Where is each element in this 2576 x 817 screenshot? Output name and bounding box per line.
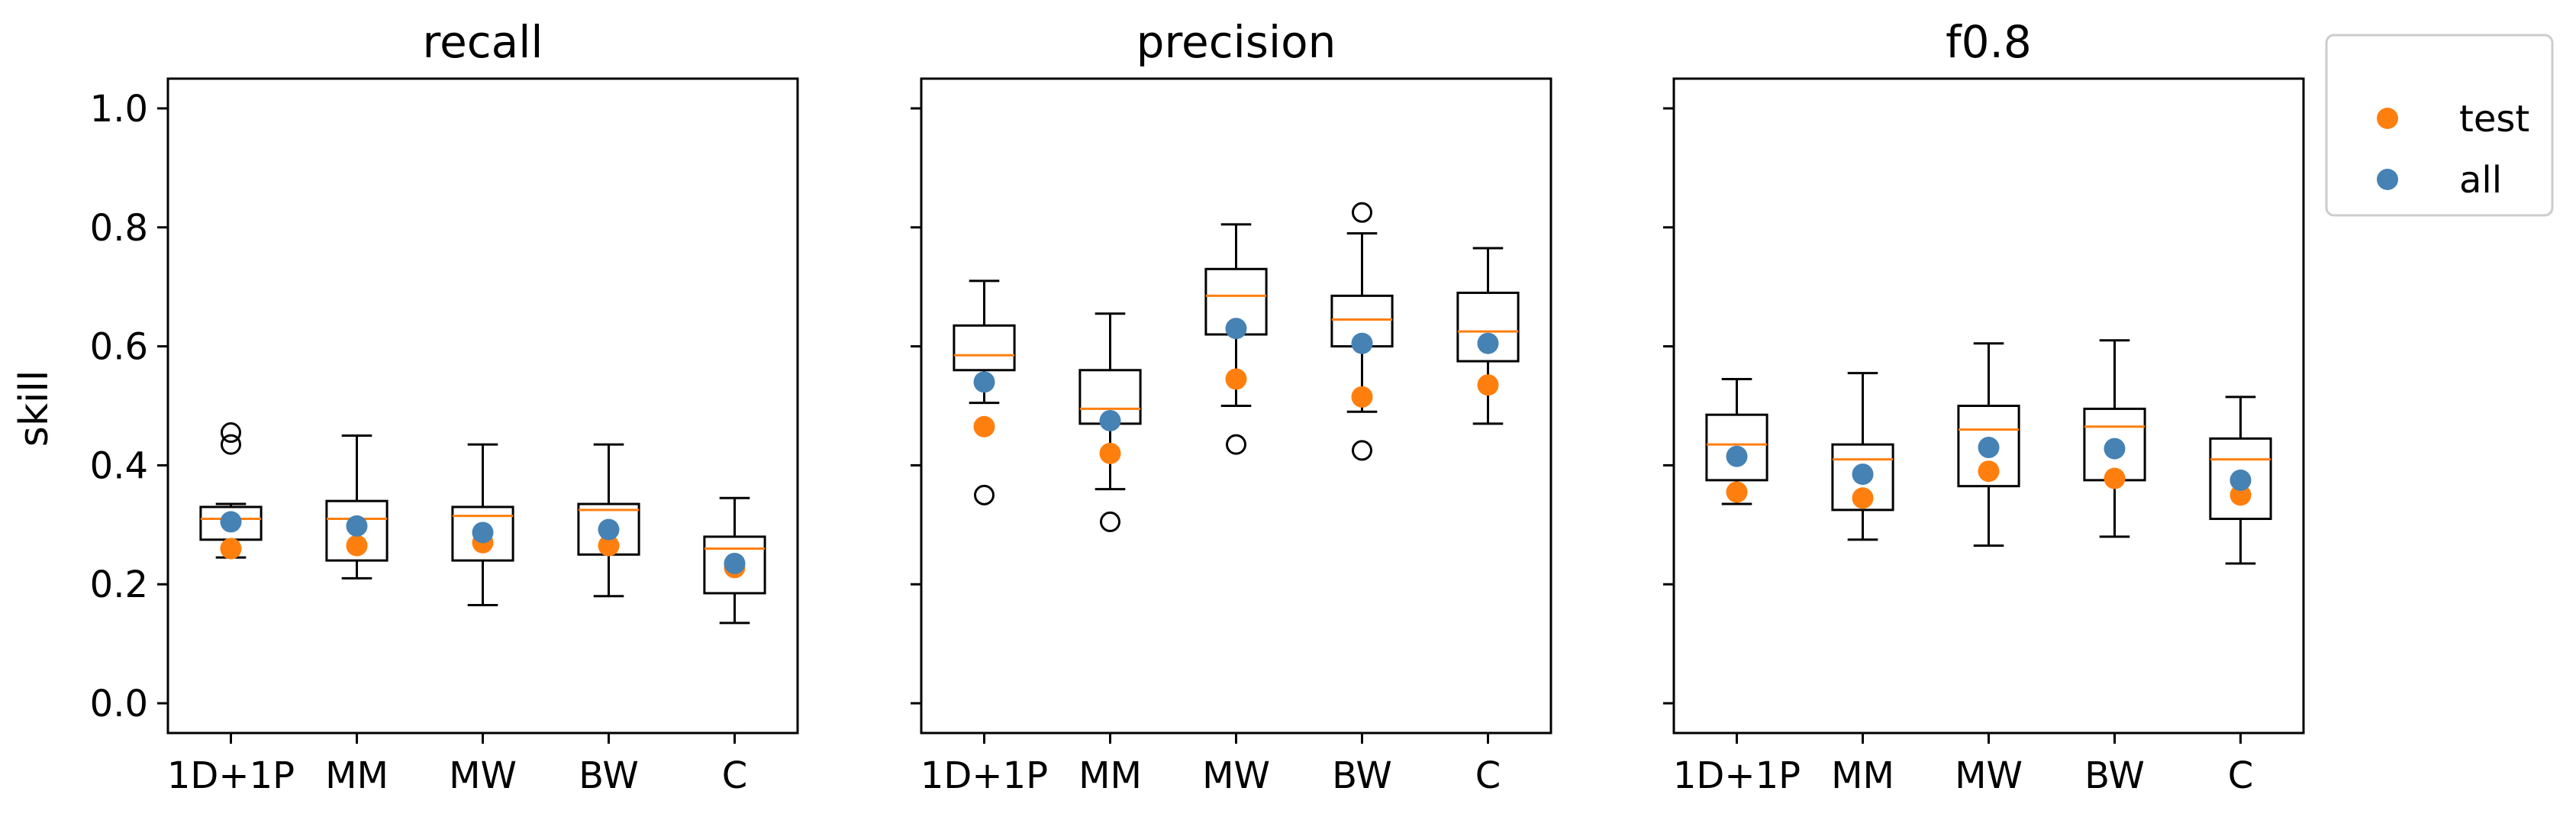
point-all: [1852, 463, 1874, 486]
legend-label-all: all: [2459, 159, 2502, 202]
box-body: [703, 535, 766, 595]
x-tick-label: BW: [1332, 754, 1392, 797]
y-tick-label: 0.8: [90, 207, 148, 250]
box-1D+1P: [199, 422, 263, 559]
point-all: [598, 518, 620, 541]
point-test: [2229, 484, 2252, 506]
point-all: [472, 522, 494, 544]
point-all: [1726, 445, 1748, 467]
point-all: [1099, 409, 1121, 431]
panel-title: precision: [1136, 16, 1336, 68]
flier-point: [1100, 511, 1120, 532]
point-test: [346, 534, 368, 557]
point-all: [1225, 318, 1247, 340]
box-body: [1957, 405, 2020, 488]
box-C: [2209, 396, 2272, 565]
x-tick-label: MW: [1202, 754, 1270, 797]
legend-label-test: test: [2459, 98, 2529, 140]
x-tick-label: MM: [1831, 754, 1894, 797]
point-all: [2104, 438, 2126, 460]
x-tick-label: BW: [579, 754, 639, 797]
panel-2: f0.8 1D+1P MM MW BW C: [1663, 16, 2305, 797]
box-C: [703, 496, 766, 625]
y-tick-label: 0.2: [90, 564, 148, 606]
point-test: [1225, 368, 1247, 390]
point-test: [973, 415, 995, 438]
x-tick-label: C: [722, 754, 748, 797]
x-tick-label: MM: [325, 754, 388, 797]
box-MM: [1831, 372, 1894, 541]
point-all: [724, 552, 746, 574]
panel-0: recall 0.0 0.2 0.4 0.6 0.8 1.0 1D+1P MM MW BW C: [90, 16, 799, 797]
box-body: [1456, 291, 1520, 363]
x-tick-label: MW: [449, 754, 517, 797]
point-test: [1978, 460, 2000, 483]
y-tick-label: 0.6: [90, 326, 148, 369]
x-tick-label: 1D+1P: [920, 754, 1048, 797]
x-tick-label: MW: [1955, 754, 2023, 797]
x-tick-label: 1D+1P: [1673, 754, 1801, 797]
flier-point: [1352, 202, 1372, 223]
box-body: [1831, 443, 1894, 512]
point-all: [1978, 437, 2000, 459]
x-tick-label: C: [1475, 754, 1501, 797]
x-tick-label: 1D+1P: [167, 754, 295, 797]
panel-title: recall: [423, 16, 543, 68]
point-test: [1852, 487, 1874, 509]
point-all: [346, 515, 368, 537]
box-MM: [1078, 312, 1142, 532]
flier-point: [1352, 440, 1372, 461]
y-axis-label: skill: [11, 370, 57, 447]
y-tick-label: 1.0: [90, 88, 148, 131]
point-test: [1726, 481, 1748, 503]
x-tick-label: C: [2228, 754, 2254, 797]
flier-point: [221, 434, 241, 455]
point-test: [220, 538, 242, 560]
point-test: [1477, 374, 1499, 396]
flier-point: [1226, 434, 1246, 455]
point-all: [1477, 332, 1499, 354]
x-tick-label: BW: [2084, 754, 2145, 797]
point-test: [598, 534, 620, 557]
point-all: [2229, 469, 2252, 491]
flier-point: [221, 422, 241, 444]
box-body: [1705, 413, 1768, 482]
point-test: [2104, 467, 2126, 489]
box-1D+1P: [953, 279, 1016, 505]
box-body: [953, 324, 1016, 372]
box-MW: [1957, 342, 2020, 547]
box-MW: [451, 443, 514, 606]
panels-group: recall 0.0 0.2 0.4 0.6 0.8 1.0 1D+1P MM MW BW Cprec…: [90, 16, 2305, 797]
point-test: [1351, 386, 1373, 408]
x-tick-label: MM: [1078, 754, 1142, 797]
axes-frame: [166, 77, 799, 735]
y-axis-label-group: skill: [11, 370, 57, 447]
legend: test all: [2325, 34, 2554, 217]
box-body: [2209, 437, 2272, 521]
legend-marker-test: [2377, 108, 2398, 129]
point-all: [973, 371, 995, 393]
legend-marker-all: [2377, 169, 2398, 190]
y-tick-label: 0.4: [90, 444, 148, 487]
box-body: [325, 499, 388, 562]
point-all: [1351, 332, 1373, 354]
point-all: [220, 511, 242, 533]
box-BW: [1330, 202, 1394, 461]
box-body: [451, 505, 514, 562]
y-tick-label: 0.0: [90, 683, 148, 725]
flier-point: [974, 484, 995, 505]
panel-title: f0.8: [1946, 16, 2032, 68]
panel-1: precision 1D+1P MM MW BW C: [911, 16, 1552, 797]
point-test: [1099, 442, 1121, 464]
box-BW: [2083, 339, 2146, 538]
box-MM: [325, 434, 388, 580]
